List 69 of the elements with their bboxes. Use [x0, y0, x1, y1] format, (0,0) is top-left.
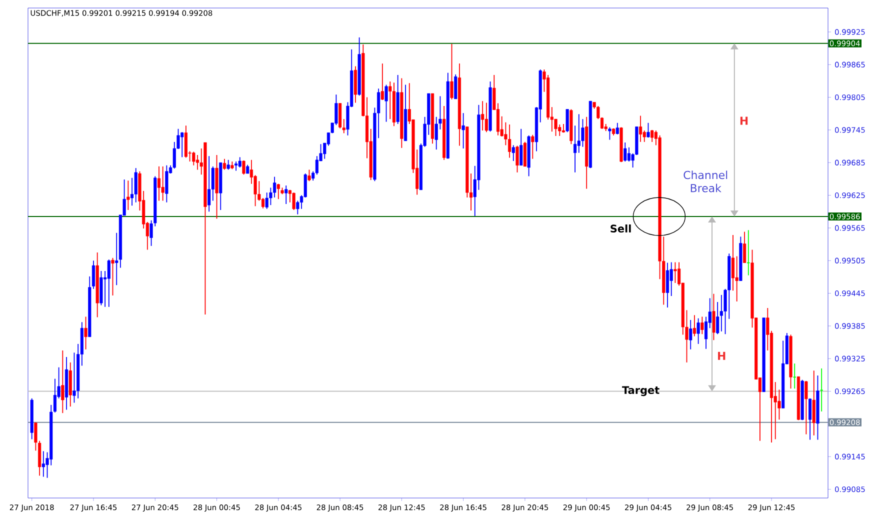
- candlestick: [638, 115, 642, 142]
- candlestick: [674, 262, 677, 284]
- candlestick: [746, 230, 750, 276]
- candlestick: [516, 145, 519, 173]
- candlestick: [384, 84, 388, 122]
- candlestick: [380, 63, 384, 100]
- candlestick: [700, 316, 704, 335]
- candlestick: [157, 166, 161, 202]
- candlestick: [666, 262, 670, 308]
- candlestick: [134, 168, 138, 203]
- candlestick: [111, 257, 114, 296]
- candlestick: [226, 159, 230, 170]
- candlestick: [284, 185, 288, 204]
- candlestick: [234, 161, 238, 172]
- candlestick: [292, 192, 296, 210]
- candlestick: [276, 183, 280, 200]
- candlestick: [531, 134, 534, 160]
- candlestick: [616, 122, 619, 135]
- candlestick: [180, 132, 184, 158]
- annotation: Target: [622, 386, 660, 396]
- candlestick: [712, 293, 716, 341]
- candlestick: [481, 100, 484, 131]
- candlestick: [808, 398, 812, 440]
- candlestick: [434, 116, 438, 150]
- candlestick: [512, 144, 515, 162]
- candlestick: [523, 141, 526, 167]
- candlestick: [689, 320, 692, 350]
- candlestick: [192, 151, 196, 166]
- candlestick: [624, 142, 627, 162]
- candlestick: [484, 102, 488, 133]
- candlestick: [731, 234, 735, 292]
- candlestick: [462, 112, 465, 149]
- candlestick: [338, 102, 342, 129]
- candlestick: [161, 166, 164, 202]
- candlestick: [646, 122, 650, 138]
- candlestick: [42, 450, 45, 478]
- annotation: Sell: [610, 224, 631, 233]
- candlestick: [196, 154, 200, 170]
- candlestick: [812, 370, 816, 436]
- candlestick: [743, 231, 746, 264]
- annotation: Channel Break: [684, 170, 728, 192]
- annotation: H: [718, 352, 726, 360]
- candlestick: [820, 368, 824, 412]
- candlestick: [222, 158, 226, 170]
- candlestick: [508, 124, 512, 158]
- candlestick: [450, 43, 454, 100]
- candlestick: [238, 156, 242, 168]
- candlestick: [126, 180, 130, 210]
- candlestick: [61, 350, 64, 414]
- candlestick: [107, 259, 110, 308]
- candlestick: [208, 156, 211, 212]
- candlestick: [184, 125, 188, 158]
- annotation: H: [740, 116, 748, 125]
- candlestick: [273, 176, 276, 198]
- candlestick: [308, 169, 311, 182]
- candlestick: [696, 318, 700, 344]
- candlestick: [692, 314, 696, 337]
- candlestick: [165, 164, 168, 203]
- candlestick: [804, 380, 808, 435]
- candlestick: [566, 108, 569, 133]
- candlestick: [261, 198, 265, 209]
- candlestick: [792, 363, 796, 390]
- candlestick: [520, 128, 523, 166]
- candlestick: [84, 316, 88, 350]
- candlestick: [574, 125, 577, 173]
- candlestick: [242, 160, 246, 176]
- candlestick: [454, 74, 458, 100]
- candlestick: [608, 126, 612, 140]
- candlestick: [627, 146, 631, 162]
